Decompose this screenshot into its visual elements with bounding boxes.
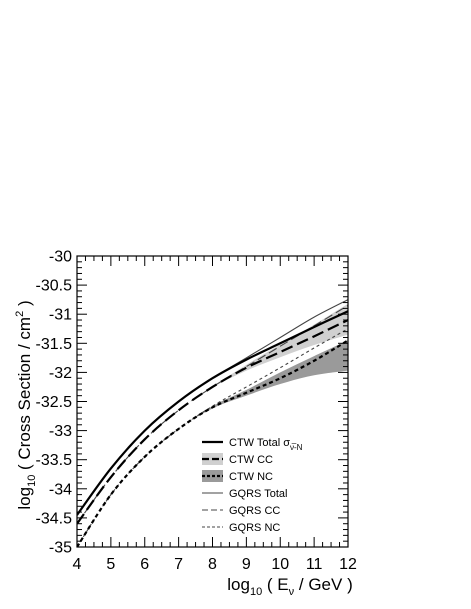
tick-labels: 4 5 6 7 8 9 10 11 12 -30 -30.5 -31 -31.5 -32 -32.5 -33 -… [36, 249, 357, 574]
y-tick-label: -35 [49, 540, 72, 557]
legend-label: GQRS Total [229, 488, 288, 500]
x-axis-label-var-sub: ν [289, 586, 295, 598]
y-tick-label: -32.5 [36, 394, 73, 411]
legend-label: CTW CC [229, 454, 273, 466]
x-axis-label-prefix: log [227, 575, 250, 594]
y-tick-label: -30.5 [36, 278, 73, 295]
y-axis-label-prefix: log [15, 487, 34, 510]
x-tick-label: 11 [306, 556, 323, 573]
y-tick-label: -33 [49, 423, 72, 440]
x-tick-label: 7 [174, 556, 183, 573]
y-tick-label: -30 [49, 249, 72, 266]
x-tick-label: 5 [106, 556, 115, 573]
legend-item-gqrs-cc: GQRS CC [202, 505, 280, 517]
x-axis-label-prefix-sub: 10 [250, 586, 262, 598]
series-ctw-nc [77, 339, 348, 547]
legend-item-ctw-cc: CTW CC [202, 453, 273, 466]
x-axis-label: log10 ( Eν / GeV ) [227, 575, 352, 598]
plot-frame [76, 255, 349, 548]
legend-item-ctw-nc: CTW NC [202, 470, 273, 483]
axis-ticks [76, 255, 349, 548]
y-tick-label: -33.5 [36, 452, 73, 469]
y-tick-label: -34.5 [36, 510, 73, 527]
band-ctw-cc [77, 303, 348, 524]
legend-item-ctw-total: CTW Total σν̅-N [202, 437, 303, 452]
legend-item-gqrs-nc: GQRS NC [202, 522, 280, 534]
x-axis-label-open: ( E [262, 575, 288, 594]
legend-label: CTW NC [229, 471, 273, 483]
x-tick-label: 6 [140, 556, 149, 573]
x-axis-label-unit: / GeV ) [294, 575, 353, 594]
y-axis-label-close: ) [15, 300, 34, 310]
legend-label: GQRS CC [229, 505, 280, 517]
y-tick-label: -31.5 [36, 336, 73, 353]
y-axis-label-sup: 2 [14, 311, 26, 317]
legend: CTW Total σν̅-N CTW CC CTW NC GQRS Total GQR… [202, 437, 303, 534]
x-tick-label: 10 [271, 556, 289, 573]
y-tick-label: -34 [49, 481, 72, 498]
legend-label: GQRS NC [229, 522, 280, 534]
y-axis-label: log10 ( Cross Section / cm2 ) [14, 300, 38, 509]
legend-label: CTW Total σν̅-N [229, 437, 303, 452]
series-lines [77, 299, 348, 547]
x-tick-label: 4 [73, 556, 82, 573]
y-tick-label: -32 [49, 365, 72, 382]
legend-item-gqrs-total: GQRS Total [202, 488, 288, 500]
y-axis-label-text: ( Cross Section / cm [15, 317, 34, 475]
y-tick-label: -31 [49, 307, 72, 324]
band-ctw-nc [77, 340, 348, 547]
series-ctw-cc [77, 319, 348, 525]
y-axis-label-prefix-sub: 10 [26, 475, 38, 487]
series-ctw-total [77, 310, 348, 516]
x-tick-label: 12 [339, 556, 357, 573]
x-tick-label: 9 [242, 556, 251, 573]
x-tick-label: 8 [208, 556, 217, 573]
uncertainty-bands [77, 303, 348, 547]
